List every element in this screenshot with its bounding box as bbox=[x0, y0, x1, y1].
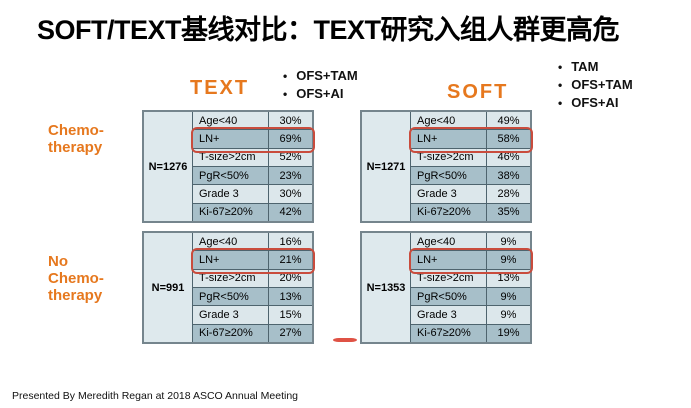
n-count: N=1353 bbox=[362, 233, 411, 342]
text-column-header: TEXT bbox=[190, 77, 250, 99]
table-row: Ki-67≥20% 42% bbox=[193, 202, 312, 221]
table-row: LN+ 9% bbox=[411, 250, 530, 269]
row-value: 49% bbox=[497, 114, 520, 127]
table-row: Age<40 30% bbox=[193, 112, 312, 130]
table-row: Grade 3 28% bbox=[411, 184, 530, 203]
table-row: Ki-67≥20% 35% bbox=[411, 202, 530, 221]
table-row: PgR<50% 38% bbox=[411, 165, 530, 185]
table-row: Age<40 49% bbox=[411, 112, 530, 130]
row-value: 16% bbox=[279, 235, 302, 248]
n-count: N=1276 bbox=[144, 112, 193, 221]
row-label: Ki-67≥20% bbox=[193, 324, 269, 342]
row-label: Ki-67≥20% bbox=[411, 324, 487, 342]
row-label: Age<40 bbox=[411, 233, 487, 251]
n-count: N=1271 bbox=[362, 112, 411, 221]
row-label: PgR<50% bbox=[411, 287, 487, 306]
row-value: 9% bbox=[500, 253, 517, 266]
row-label: Grade 3 bbox=[193, 185, 269, 203]
row-value: 35% bbox=[497, 206, 520, 219]
red-annotation-mark bbox=[333, 338, 357, 342]
table-row: PgR<50% 9% bbox=[411, 286, 530, 306]
table-row: PgR<50% 13% bbox=[193, 286, 312, 306]
row-value: 9% bbox=[500, 308, 517, 321]
row-value: 58% bbox=[497, 132, 520, 145]
table-text-nochemo: N=991 Age<40 16% LN+ 21% T-size>2cm 20% … bbox=[142, 231, 315, 344]
arm-item: OFS+AI bbox=[558, 94, 633, 112]
row-label: T-size>2cm bbox=[411, 148, 487, 166]
row-value: 13% bbox=[497, 272, 520, 285]
table-row: PgR<50% 23% bbox=[193, 165, 312, 185]
row-label: LN+ bbox=[193, 130, 269, 148]
soft-column-header: SOFT bbox=[447, 81, 509, 103]
chemotherapy-label: Chemo- therapy bbox=[48, 122, 104, 156]
table-row: Age<40 9% bbox=[411, 233, 530, 251]
row-value: 15% bbox=[279, 308, 302, 321]
table-row: Grade 3 30% bbox=[193, 184, 312, 203]
row-label: Age<40 bbox=[193, 233, 269, 251]
row-value: 9% bbox=[500, 235, 517, 248]
table-row: T-size>2cm 20% bbox=[193, 268, 312, 287]
arm-item: TAM bbox=[558, 58, 633, 76]
row-value: 69% bbox=[279, 132, 302, 145]
table-text-chemo: N=1276 Age<40 30% LN+ 69% T-size>2cm 52%… bbox=[142, 110, 315, 223]
table-row: Grade 3 9% bbox=[411, 305, 530, 324]
row-value: 21% bbox=[279, 253, 302, 266]
table-soft-chemo: N=1271 Age<40 49% LN+ 58% T-size>2cm 46%… bbox=[360, 110, 533, 223]
table-row: LN+ 69% bbox=[193, 129, 312, 148]
row-value: 27% bbox=[279, 327, 302, 340]
table-row: LN+ 21% bbox=[193, 250, 312, 269]
row-label: LN+ bbox=[411, 251, 487, 269]
soft-arms-list: TAM OFS+TAM OFS+AI bbox=[558, 58, 633, 112]
row-value: 30% bbox=[279, 187, 302, 200]
arm-item: OFS+TAM bbox=[558, 76, 633, 94]
row-label: LN+ bbox=[411, 130, 487, 148]
row-value: 20% bbox=[279, 272, 302, 285]
table-row: Ki-67≥20% 27% bbox=[193, 323, 312, 342]
row-label: PgR<50% bbox=[193, 287, 269, 306]
table-row: Age<40 16% bbox=[193, 233, 312, 251]
row-value: 23% bbox=[279, 169, 302, 182]
row-label: Grade 3 bbox=[411, 185, 487, 203]
row-label: PgR<50% bbox=[411, 166, 487, 185]
row-value: 46% bbox=[497, 151, 520, 164]
arm-item: OFS+TAM bbox=[283, 67, 358, 85]
attribution-footer: Presented By Meredith Regan at 2018 ASCO… bbox=[12, 390, 299, 402]
row-value: 52% bbox=[279, 151, 302, 164]
row-value: 30% bbox=[279, 114, 302, 127]
row-label: T-size>2cm bbox=[193, 269, 269, 287]
row-label: Age<40 bbox=[411, 112, 487, 130]
row-label: Ki-67≥20% bbox=[193, 203, 269, 221]
row-value: 28% bbox=[497, 187, 520, 200]
n-count: N=991 bbox=[144, 233, 193, 342]
table-row: LN+ 58% bbox=[411, 129, 530, 148]
row-value: 9% bbox=[500, 290, 517, 303]
row-value: 38% bbox=[497, 169, 520, 182]
row-label: LN+ bbox=[193, 251, 269, 269]
row-label: T-size>2cm bbox=[411, 269, 487, 287]
row-label: PgR<50% bbox=[193, 166, 269, 185]
text-arms-list: OFS+TAM OFS+AI bbox=[283, 67, 358, 103]
arm-item: OFS+AI bbox=[283, 85, 358, 103]
table-row: Grade 3 15% bbox=[193, 305, 312, 324]
row-label: Age<40 bbox=[193, 112, 269, 130]
row-label: Grade 3 bbox=[193, 306, 269, 324]
table-row: T-size>2cm 52% bbox=[193, 147, 312, 166]
table-row: T-size>2cm 46% bbox=[411, 147, 530, 166]
row-label: Grade 3 bbox=[411, 306, 487, 324]
table-row: T-size>2cm 13% bbox=[411, 268, 530, 287]
slide-title: SOFT/TEXT基线对比：TEXT研究入组人群更高危 bbox=[37, 15, 620, 45]
no-chemotherapy-label: No Chemo- therapy bbox=[48, 253, 104, 304]
row-label: Ki-67≥20% bbox=[411, 203, 487, 221]
row-label: T-size>2cm bbox=[193, 148, 269, 166]
row-value: 13% bbox=[279, 290, 302, 303]
table-row: Ki-67≥20% 19% bbox=[411, 323, 530, 342]
table-soft-nochemo: N=1353 Age<40 9% LN+ 9% T-size>2cm 13% P… bbox=[360, 231, 533, 344]
row-value: 42% bbox=[279, 206, 302, 219]
row-value: 19% bbox=[497, 327, 520, 340]
